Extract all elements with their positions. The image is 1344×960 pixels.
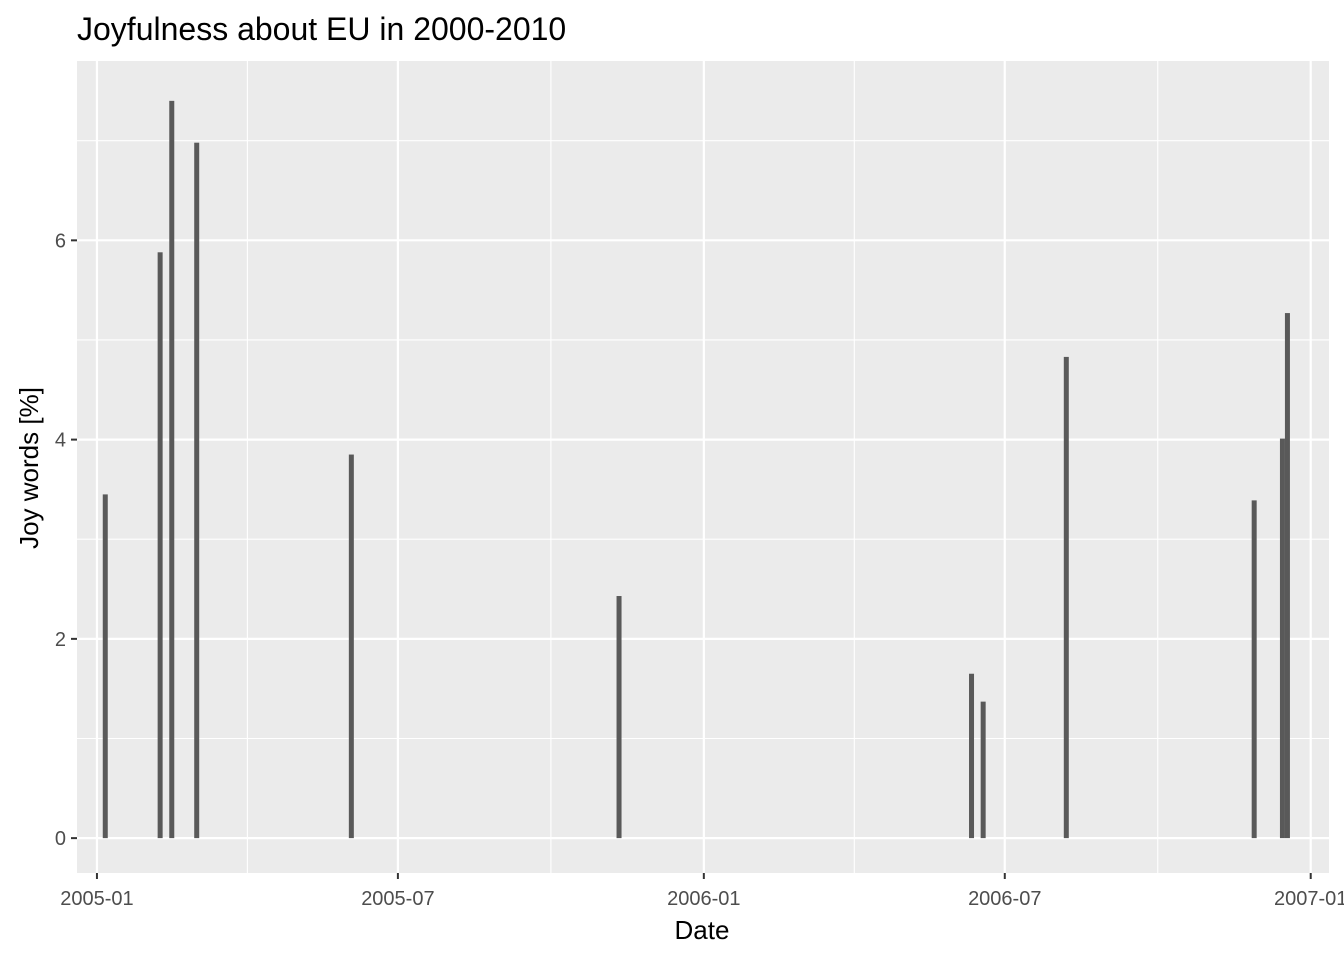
x-axis: 2005-01 2005-07 2006-01 2006-07 2007-01 [60, 873, 1344, 910]
y-axis: 0 2 4 6 [55, 230, 77, 850]
y-tick-label: 0 [55, 828, 66, 850]
bar [169, 100, 175, 839]
x-tick-label: 2005-01 [60, 888, 133, 910]
bar [969, 673, 975, 839]
bar [616, 596, 622, 839]
chart-title: Joyfulness about EU in 2000-2010 [77, 11, 566, 47]
x-tick-label: 2006-07 [968, 888, 1041, 910]
bar [1279, 438, 1285, 839]
y-axis-title: Joy words [%] [14, 387, 44, 549]
bars [102, 100, 1290, 839]
x-axis-title: Date [675, 915, 730, 945]
bar [1251, 500, 1257, 839]
bar [980, 701, 986, 839]
bar [1063, 356, 1069, 839]
bar [1284, 313, 1290, 839]
x-tick-label: 2005-07 [361, 888, 434, 910]
bar [348, 454, 354, 839]
y-tick-label: 2 [55, 629, 66, 651]
y-tick-label: 6 [55, 230, 66, 252]
x-tick-label: 2006-01 [667, 888, 740, 910]
y-tick-label: 4 [55, 430, 66, 452]
major-gridlines [77, 61, 1329, 873]
bar [157, 252, 163, 839]
bar [102, 494, 108, 839]
x-tick-label: 2007-01 [1274, 888, 1344, 910]
bar [194, 142, 200, 839]
